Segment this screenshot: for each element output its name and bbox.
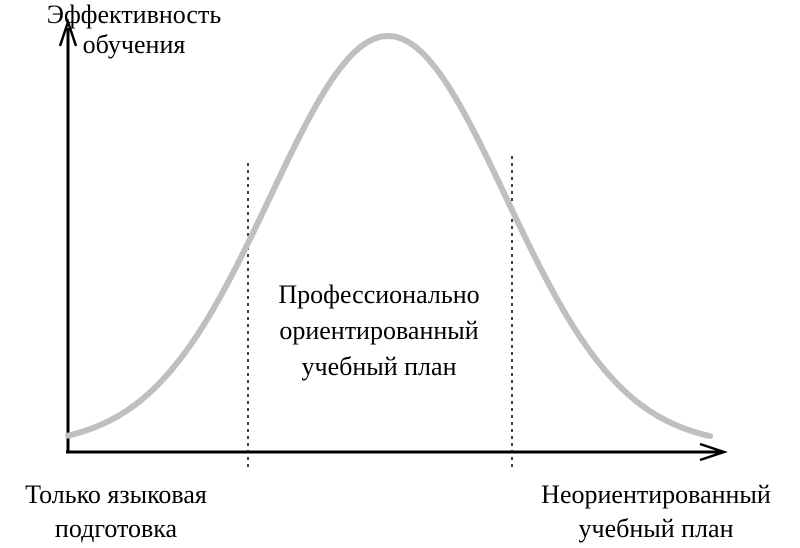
y-axis-label-line-1: Эффективность: [46, 0, 222, 29]
right-end-label: Неориентированный учебный план: [512, 478, 800, 546]
center-label-line-1: Профессионально: [278, 280, 480, 309]
center-region-label: Профессионально ориентированный учебный …: [244, 277, 514, 385]
left-end-label: Только языковая подготовка: [0, 478, 232, 546]
y-axis-label: Эффективность обучения: [34, 0, 234, 60]
center-label-line-3: учебный план: [301, 352, 457, 381]
y-axis-label-line-2: обучения: [82, 30, 186, 59]
right-end-label-line-1: Неориентированный: [541, 480, 771, 509]
center-label-line-2: ориентированный: [279, 316, 479, 345]
x-axis-arrowhead: [699, 442, 728, 462]
y-axis-arrowhead: [58, 18, 78, 47]
right-end-label-line-2: учебный план: [578, 514, 734, 543]
effectiveness-curve: [65, 32, 713, 440]
left-end-label-line-1: Только языковая: [25, 480, 207, 509]
left-end-label-line-2: подготовка: [54, 514, 178, 543]
